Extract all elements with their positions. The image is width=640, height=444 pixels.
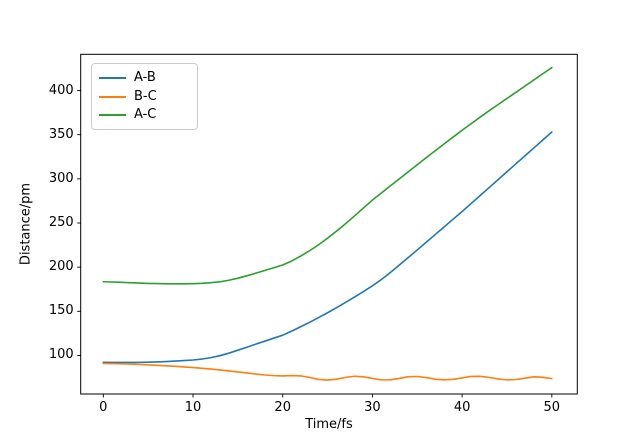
x-axis-label: Time/fs	[305, 417, 353, 432]
y-tick-label: 100	[48, 347, 74, 363]
legend-label: B-C	[134, 88, 157, 104]
y-tick-label: 200	[48, 259, 74, 275]
axes-frame	[80, 53, 578, 395]
legend-line-swatch	[99, 95, 126, 98]
tick-marks	[77, 90, 553, 398]
x-tick-label: 40	[453, 400, 471, 415]
series-line-a-c	[102, 66, 553, 285]
legend-label: A-B	[134, 70, 156, 86]
y-tick-label: 150	[48, 303, 74, 319]
legend-label: A-C	[134, 107, 157, 123]
legend-item-a-c: A-C	[92, 106, 197, 125]
y-tick-label: 350	[48, 126, 74, 142]
y-tick-label: 250	[48, 215, 74, 230]
x-tick-label: 20	[274, 400, 291, 415]
x-tick-label: 50	[543, 400, 561, 415]
x-tick-label: 10	[184, 400, 202, 415]
series-line-a-b	[102, 131, 553, 364]
legend-line-swatch	[99, 114, 126, 117]
series-line-b-c	[102, 362, 553, 381]
x-tick-label: 0	[99, 400, 108, 415]
series-lines	[102, 66, 553, 381]
x-tick-label: 30	[364, 400, 381, 415]
y-tick-label: 300	[48, 170, 74, 186]
legend-item-a-b: A-B	[92, 69, 197, 88]
legend: A-B B-C A-C	[91, 63, 198, 130]
y-axis-label: Distance/pm	[18, 182, 34, 266]
legend-line-swatch	[99, 77, 126, 80]
y-tick-label: 400	[48, 82, 74, 98]
legend-item-b-c: B-C	[92, 88, 197, 107]
